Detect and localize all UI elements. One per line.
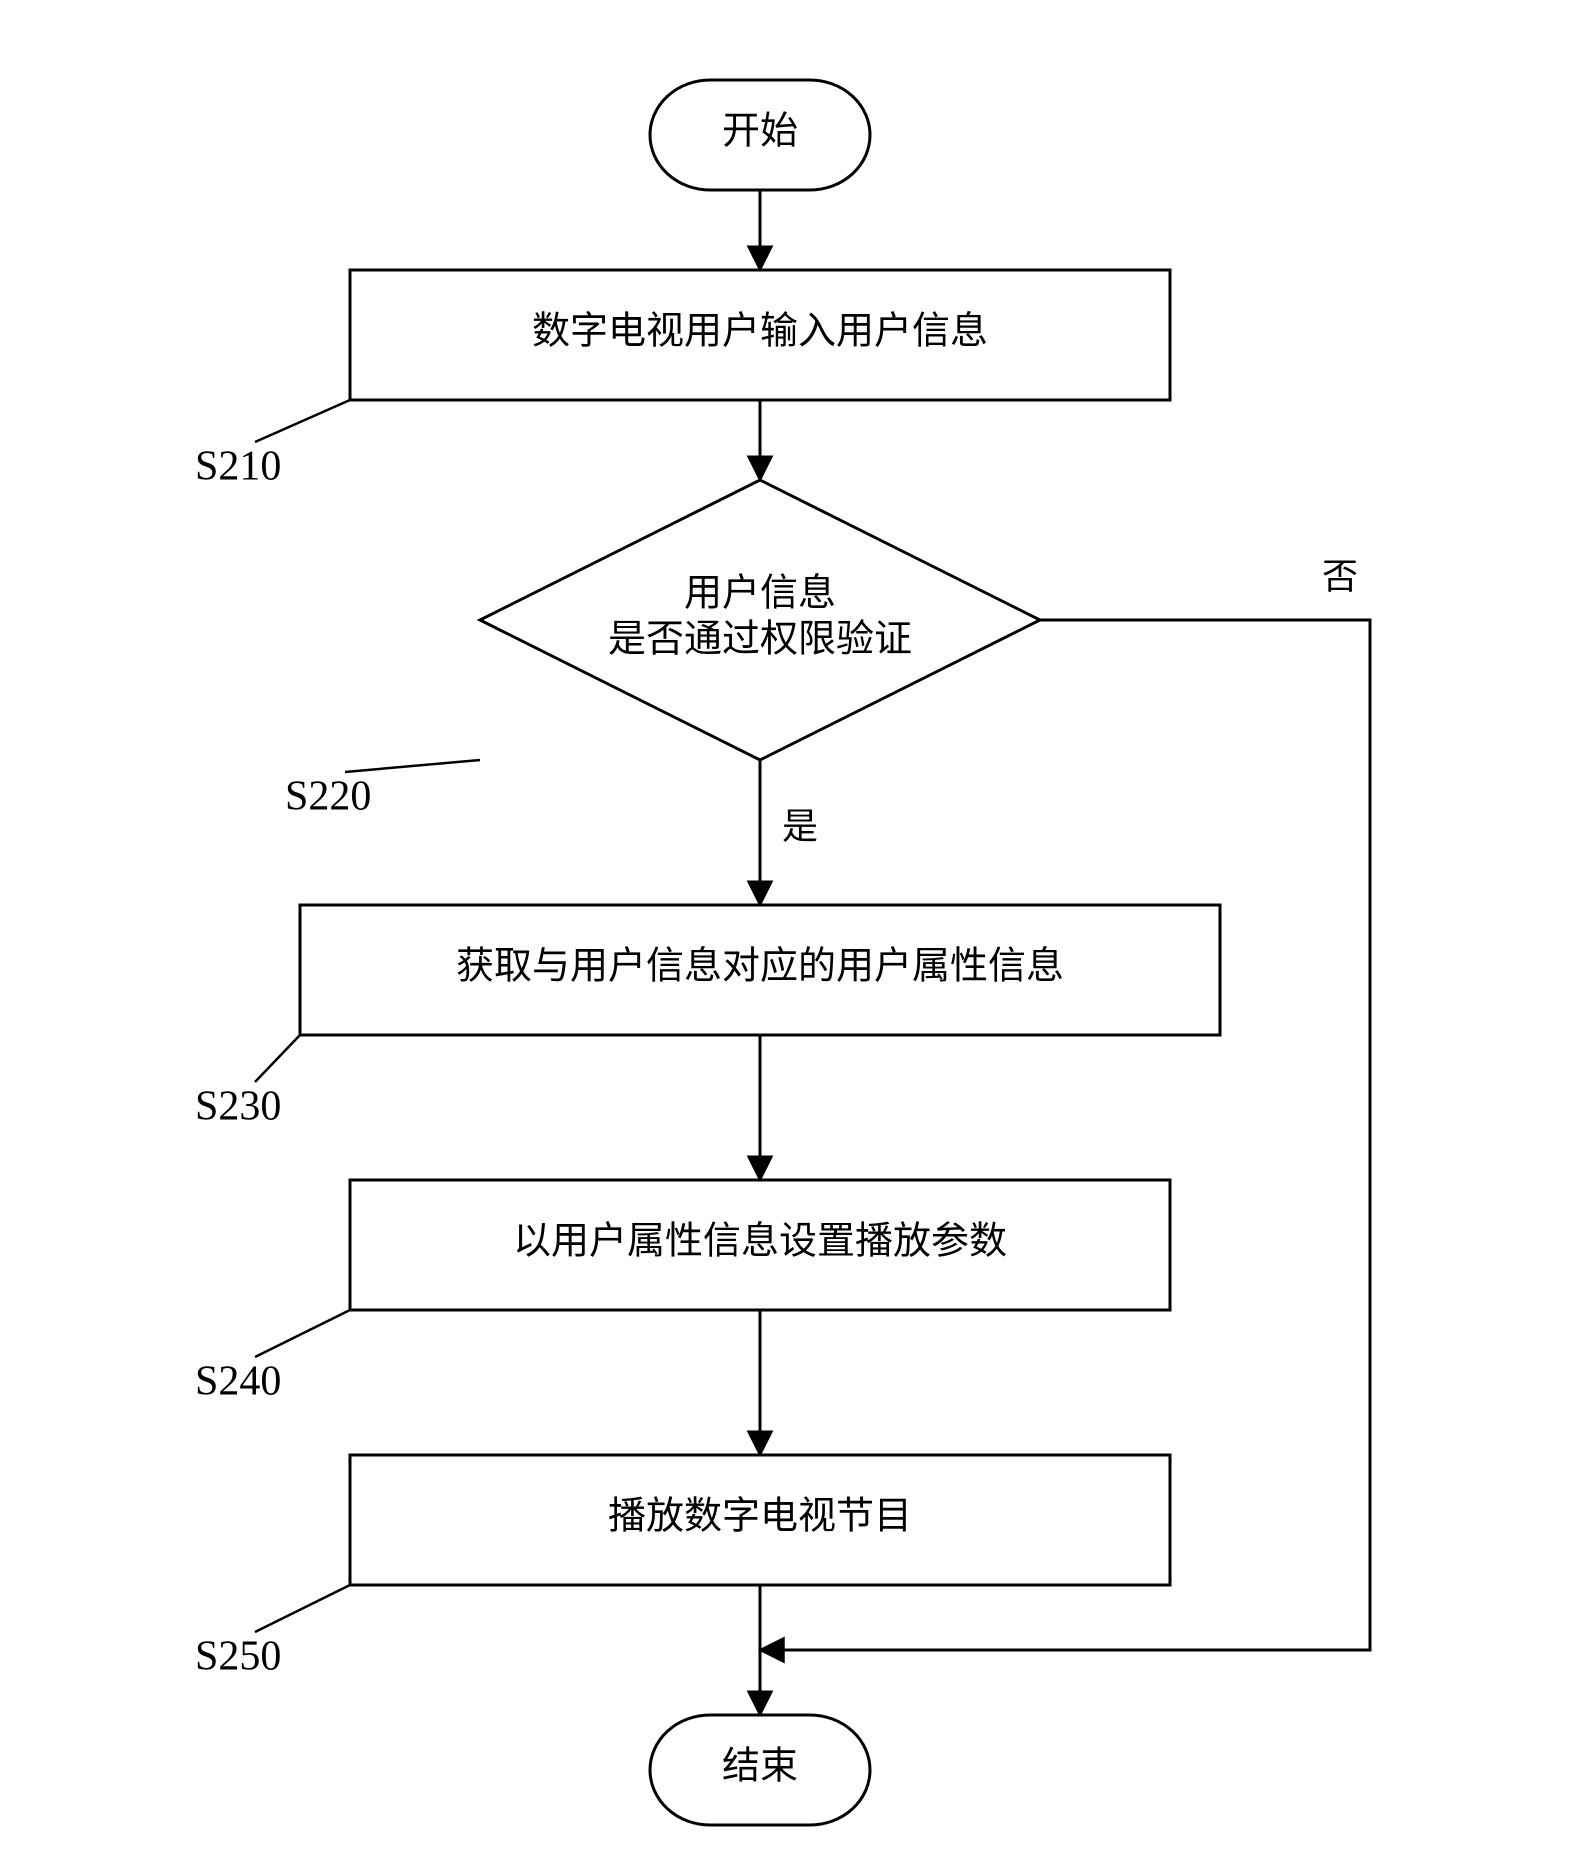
edge-label-2: 是: [782, 806, 818, 846]
s210-text: 数字电视用户输入用户信息: [532, 311, 988, 353]
flowchart-canvas: 开始数字电视用户输入用户信息用户信息是否通过权限验证获取与用户信息对应的用户属性…: [0, 0, 1592, 1864]
s240-text: 以用户属性信息设置播放参数: [513, 1221, 1007, 1263]
s250-leader: [255, 1585, 350, 1632]
s220-leader: [345, 760, 480, 772]
s220-text-line-0: 用户信息: [684, 573, 836, 615]
s250-text: 播放数字电视节目: [608, 1496, 912, 1538]
end-text: 结束: [722, 1746, 798, 1788]
node-s230: 获取与用户信息对应的用户属性信息: [300, 905, 1220, 1035]
s220-step-label: S220: [285, 774, 371, 820]
node-s250: 播放数字电视节目: [350, 1455, 1170, 1585]
s230-text: 获取与用户信息对应的用户属性信息: [456, 946, 1064, 988]
node-start: 开始: [650, 80, 870, 190]
start-text: 开始: [722, 111, 798, 153]
edge-label-6: 否: [1322, 556, 1358, 596]
node-s240: 以用户属性信息设置播放参数: [350, 1180, 1170, 1310]
node-end: 结束: [650, 1715, 870, 1825]
s220-text-line-1: 是否通过权限验证: [608, 619, 912, 661]
s230-leader: [255, 1035, 300, 1082]
node-s210: 数字电视用户输入用户信息: [350, 270, 1170, 400]
s250-step-label: S250: [195, 1634, 281, 1680]
nodes-layer: 开始数字电视用户输入用户信息用户信息是否通过权限验证获取与用户信息对应的用户属性…: [300, 80, 1220, 1825]
s240-step-label: S240: [195, 1359, 281, 1405]
s240-leader: [255, 1310, 350, 1357]
s210-step-label: S210: [195, 444, 281, 490]
s210-leader: [255, 400, 350, 442]
s230-step-label: S230: [195, 1084, 281, 1130]
node-s220: 用户信息是否通过权限验证: [480, 480, 1040, 760]
